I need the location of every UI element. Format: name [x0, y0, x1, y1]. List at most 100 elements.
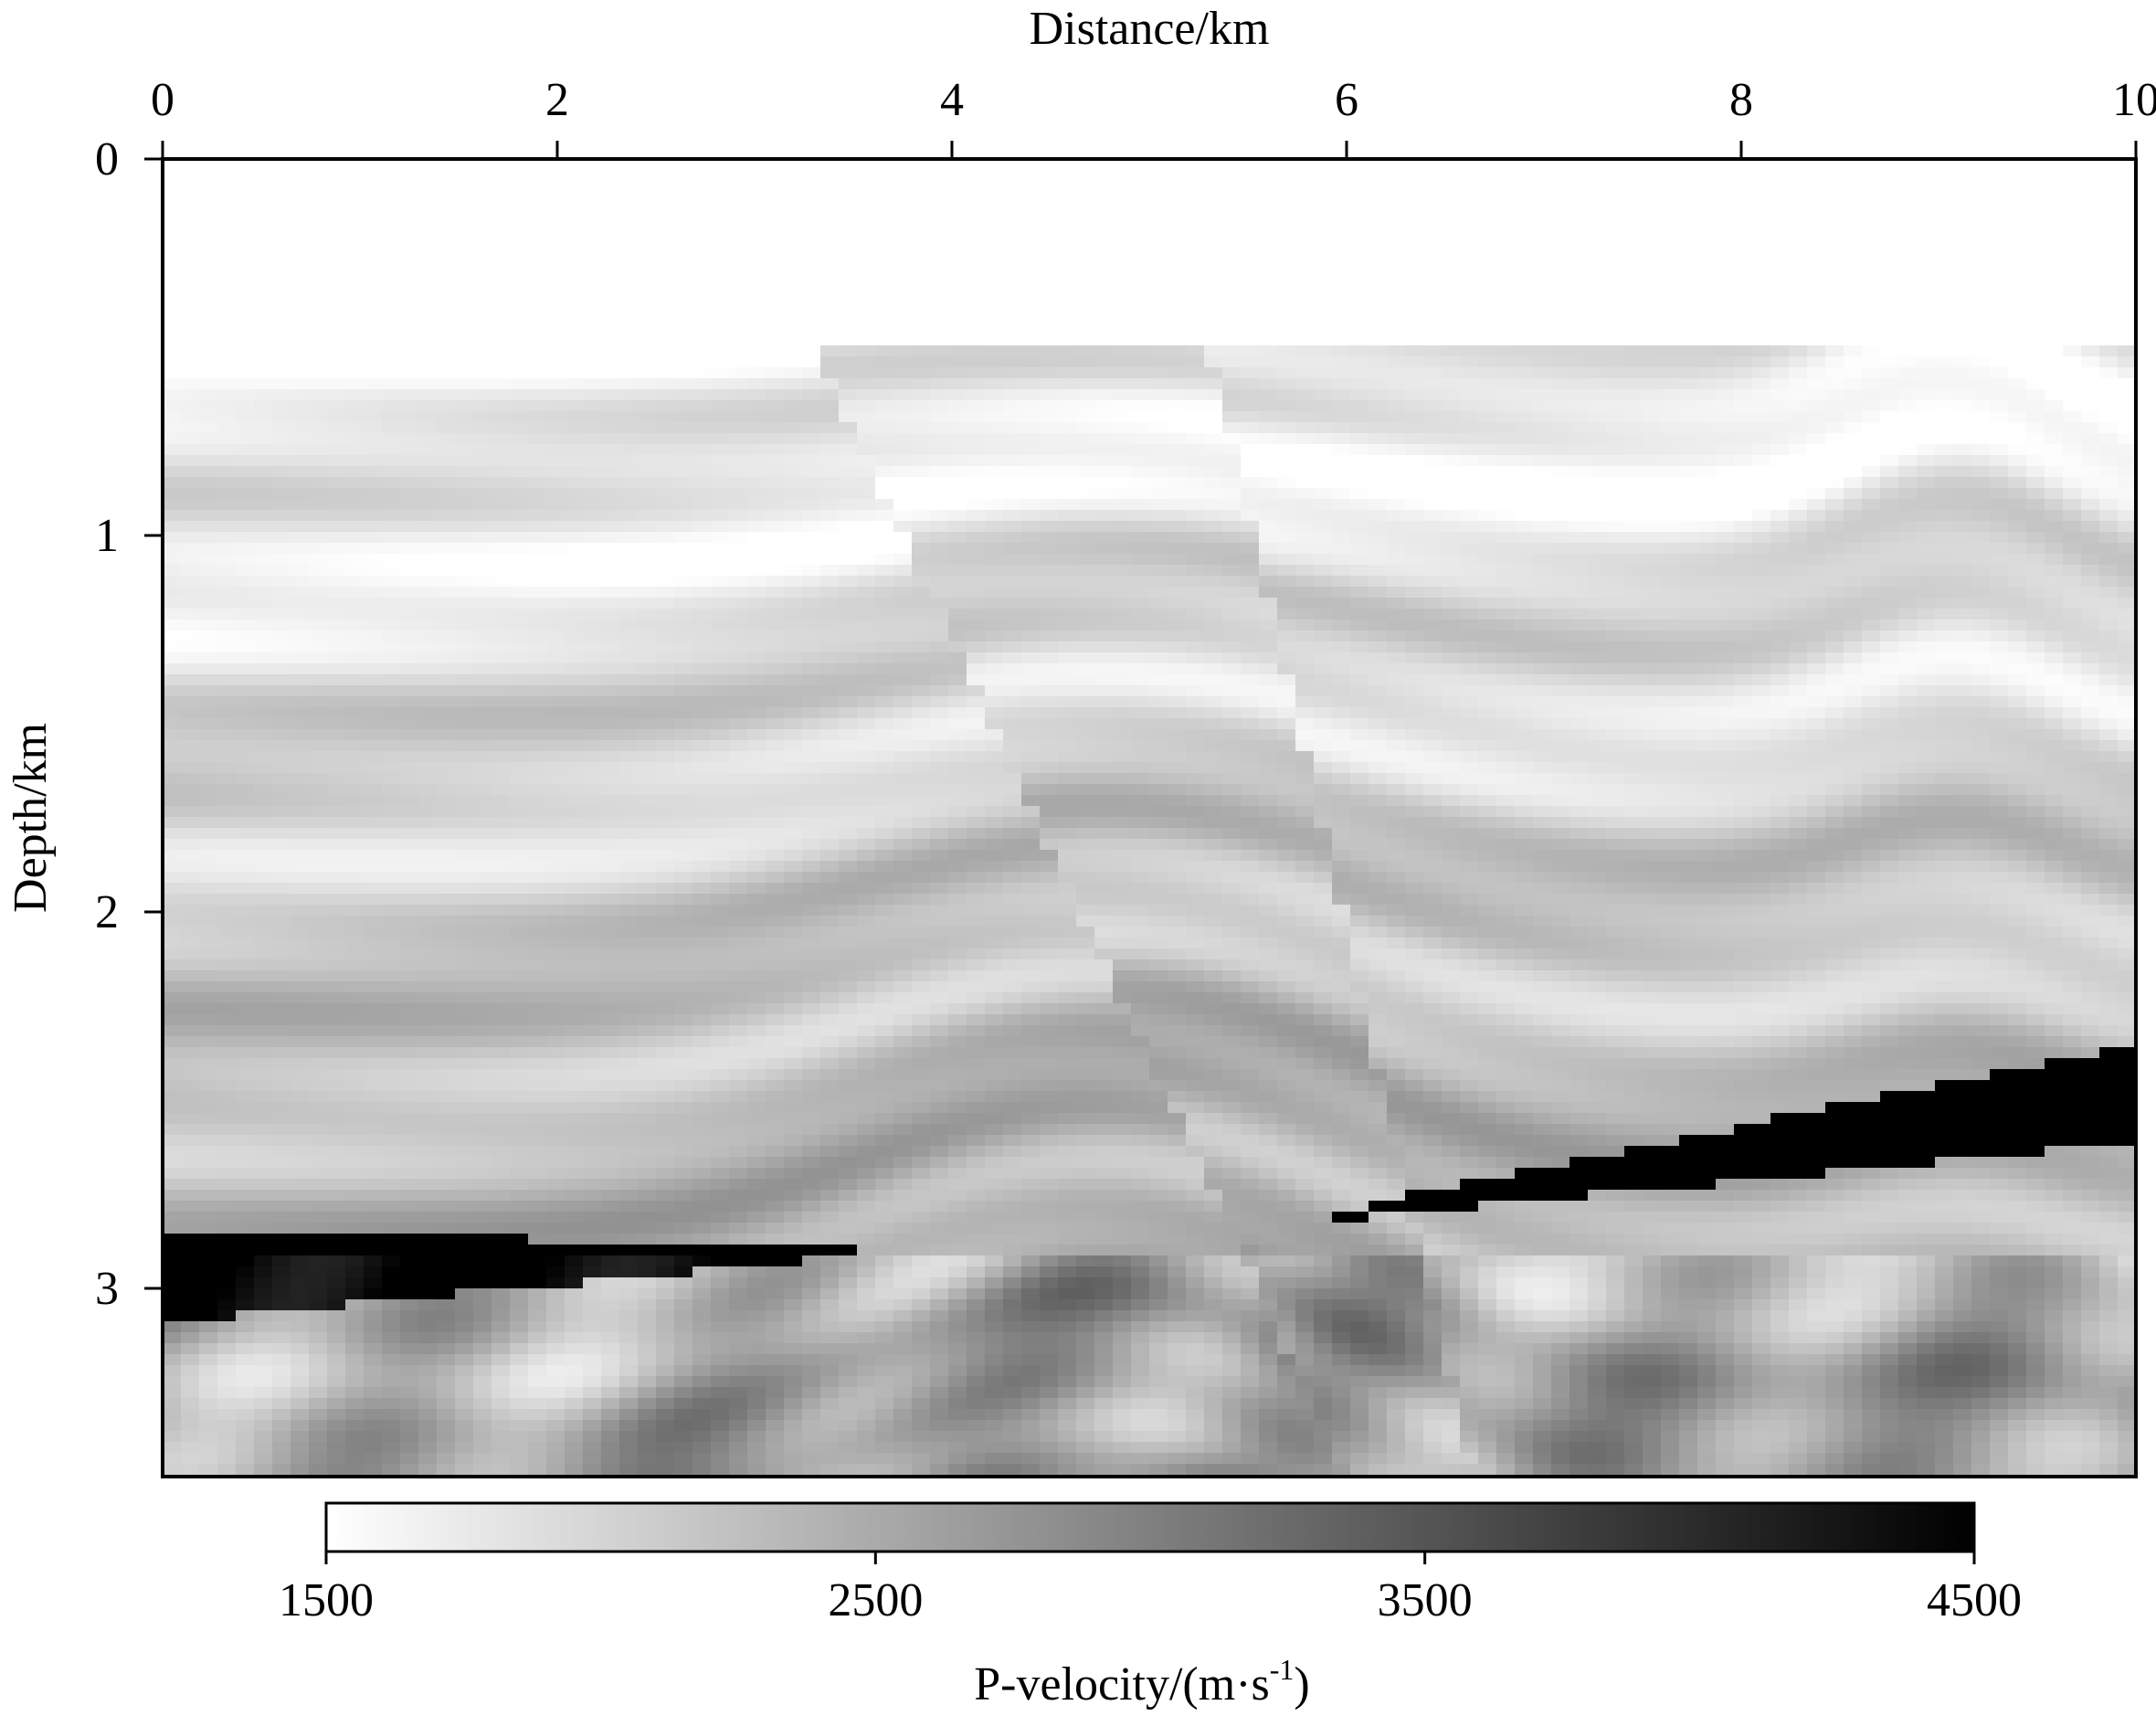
velocity-cell [1405, 378, 1424, 390]
velocity-cell [382, 345, 401, 357]
velocity-cell [1990, 411, 2009, 423]
velocity-cell [236, 565, 255, 577]
velocity-cell [1442, 652, 1461, 664]
velocity-cell [1734, 565, 1753, 577]
velocity-cell [528, 280, 547, 291]
velocity-cell [546, 356, 565, 368]
velocity-cell [528, 258, 547, 270]
velocity-cell [364, 302, 383, 313]
velocity-cell [1003, 521, 1022, 533]
velocity-cell [1460, 367, 1479, 379]
velocity-cell [1971, 170, 1991, 182]
velocity-cell [1277, 203, 1296, 215]
velocity-cell [1825, 554, 1844, 566]
velocity-cell [1661, 411, 1680, 423]
velocity-cell [1917, 389, 1936, 401]
velocity-cell [1168, 422, 1187, 434]
velocity-cell [1204, 499, 1223, 511]
velocity-cell [1369, 302, 1388, 313]
velocity-cell [2008, 236, 2027, 248]
velocity-cell [1807, 291, 1826, 302]
velocity-cell [2118, 247, 2136, 259]
velocity-cell [437, 247, 456, 259]
velocity-cell [656, 554, 675, 566]
velocity-cell [1789, 455, 1808, 467]
velocity-cell [1204, 181, 1223, 193]
velocity-cell [1350, 400, 1369, 412]
velocity-cell [1917, 422, 1936, 434]
velocity-cell [1825, 433, 1844, 445]
velocity-cell [857, 630, 876, 642]
velocity-cell [1624, 258, 1643, 270]
velocity-cell [1734, 477, 1753, 489]
velocity-cell [400, 433, 419, 445]
velocity-cell [272, 400, 291, 412]
velocity-cell [1058, 444, 1077, 456]
velocity-cell [1204, 334, 1223, 346]
velocity-cell [857, 323, 876, 335]
velocity-cell [546, 422, 565, 434]
velocity-cell [309, 312, 328, 324]
velocity-cell [875, 641, 894, 653]
velocity-cell [1862, 411, 1881, 423]
velocity-cell [857, 400, 876, 412]
velocity-cell [1186, 466, 1205, 478]
velocity-cell [236, 554, 255, 566]
velocity-cell [1350, 378, 1369, 390]
velocity-cell [985, 258, 1004, 270]
velocity-cell [1971, 159, 1991, 171]
velocity-cell [784, 576, 803, 588]
velocity-cell [1606, 499, 1625, 511]
velocity-cell [1314, 455, 1333, 467]
velocity-cell [857, 652, 876, 664]
velocity-cell [1277, 214, 1296, 226]
velocity-cell [1058, 510, 1077, 522]
velocity-cell [875, 532, 894, 544]
velocity-cell [1478, 302, 1497, 313]
velocity-cell [1149, 466, 1168, 478]
velocity-cell [638, 510, 657, 522]
velocity-cell [1515, 280, 1534, 291]
velocity-cell [1058, 521, 1077, 533]
velocity-cell [1697, 400, 1717, 412]
velocity-cell [857, 214, 876, 226]
velocity-cell [1478, 576, 1497, 588]
velocity-cell [857, 356, 876, 368]
velocity-cell [1825, 652, 1844, 664]
velocity-cell [546, 488, 565, 500]
velocity-cell [2118, 499, 2136, 511]
velocity-cell [1076, 225, 1095, 237]
velocity-cell [1569, 652, 1589, 664]
velocity-cell [1551, 587, 1570, 598]
velocity-cell [1917, 576, 1936, 588]
velocity-cell [473, 269, 492, 281]
velocity-cell [1277, 466, 1296, 478]
velocity-cell [1040, 389, 1059, 401]
velocity-cell [1588, 302, 1607, 313]
velocity-cell [875, 356, 894, 368]
velocity-cell [1405, 543, 1424, 555]
velocity-cell [1387, 312, 1406, 324]
velocity-cell [181, 652, 200, 664]
velocity-cell [985, 411, 1004, 423]
velocity-cell [217, 345, 237, 357]
velocity-cell [217, 312, 237, 324]
velocity-cell [1770, 422, 1790, 434]
velocity-cell [583, 565, 602, 577]
velocity-cell [1971, 214, 1991, 226]
velocity-cell [857, 543, 876, 555]
velocity-cell [1369, 433, 1388, 445]
velocity-cell [1423, 455, 1443, 467]
velocity-cell [2118, 214, 2136, 226]
velocity-cell [400, 510, 419, 522]
velocity-cell [437, 192, 456, 204]
velocity-cell [1003, 444, 1022, 456]
velocity-cell [1990, 576, 2009, 588]
velocity-cell [1186, 543, 1205, 555]
velocity-cell [1094, 345, 1114, 357]
velocity-cell [437, 203, 456, 215]
velocity-cell [766, 433, 785, 445]
velocity-cell [583, 323, 602, 335]
velocity-cell [199, 620, 218, 631]
velocity-cell [1076, 367, 1095, 379]
